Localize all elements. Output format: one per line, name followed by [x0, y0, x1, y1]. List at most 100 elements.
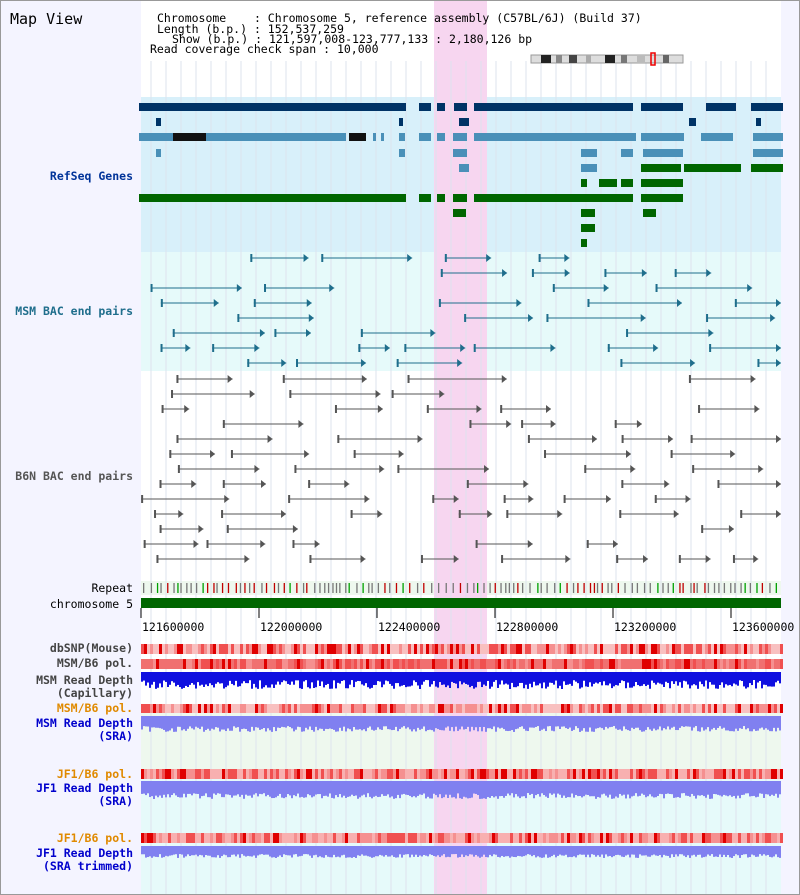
msm-pol2-heat — [420, 704, 423, 713]
gene-exon — [581, 164, 597, 172]
jf1-pol-heat — [396, 769, 399, 779]
b6n-bac-pair-end — [484, 465, 490, 473]
msm-bac-pair-end — [303, 254, 309, 262]
jf1-depth-trim-bar — [591, 846, 593, 855]
msm-depth-cap-bar — [283, 672, 285, 681]
jf1-depth-sra-bar — [401, 781, 403, 795]
jf1-depth-trim-bar — [679, 846, 681, 855]
jf1-depth-sra-bar — [175, 781, 177, 796]
jf1-pol2-heat — [423, 833, 426, 843]
msm-pol2-heat — [198, 704, 201, 713]
msm-depth-sra-bar — [661, 716, 663, 731]
dbsnp-heat — [423, 644, 426, 654]
msm-pol-heat — [534, 659, 537, 669]
msm-pol2-heat — [252, 704, 255, 713]
dbsnp-heat — [534, 644, 537, 654]
gene-exon — [373, 133, 376, 141]
msm-depth-cap-bar — [363, 672, 365, 686]
jf1-pol2-heat — [147, 833, 150, 843]
repeat-mark — [253, 583, 255, 593]
jf1-pol2-heat — [303, 833, 306, 843]
jf1-depth-trim-bar — [509, 846, 511, 858]
jf1-pol2-heat — [396, 833, 399, 843]
msm-depth-cap-bar — [771, 672, 773, 687]
jf1-depth-trim-bar — [529, 846, 531, 855]
jf1-pol2-heat — [552, 833, 555, 843]
repeat-mark — [769, 583, 771, 593]
msm-depth-sra-bar — [259, 716, 261, 730]
track-label-refseq[interactable]: RefSeq Genes — [49, 169, 133, 183]
jf1-pol2-heat — [264, 833, 267, 843]
msm-depth-cap-bar — [365, 672, 367, 684]
track-label-jf1-depth-sra-2: (SRA) — [98, 794, 133, 808]
msm-depth-sra-bar — [149, 716, 151, 732]
jf1-depth-trim-bar — [155, 846, 157, 857]
repeat-mark — [761, 583, 764, 593]
gene-exon — [621, 179, 633, 187]
msm-depth-sra-bar — [747, 716, 749, 729]
jf1-depth-trim-bar — [473, 846, 475, 857]
dbsnp-heat — [366, 644, 369, 654]
msm-pol-heat — [588, 659, 591, 669]
msm-pol-heat — [543, 659, 546, 669]
jf1-depth-sra-bar — [365, 781, 367, 798]
jf1-pol2-heat — [399, 833, 402, 843]
jf1-depth-sra-bar — [719, 781, 721, 796]
msm-depth-cap-bar — [613, 672, 615, 687]
msm-pol-heat — [399, 659, 402, 669]
msm-pol-heat — [216, 659, 219, 669]
jf1-pol2-heat — [639, 833, 642, 843]
msm-pol2-heat — [537, 704, 540, 713]
dbsnp-heat — [486, 644, 489, 654]
msm-pol-heat — [672, 659, 675, 669]
jf1-depth-sra-bar — [669, 781, 671, 795]
track-label-msm-bac[interactable]: MSM BAC end pairs — [15, 304, 133, 318]
repeat-mark — [156, 583, 159, 593]
jf1-depth-trim-bar — [427, 846, 429, 857]
msm-depth-cap-bar — [531, 672, 533, 688]
msm-pol2-heat — [282, 704, 285, 713]
msm-depth-cap-bar — [587, 672, 589, 687]
msm-depth-sra-bar — [605, 716, 607, 727]
dbsnp-heat — [453, 644, 456, 654]
msm-pol2-heat — [228, 704, 231, 713]
jf1-depth-sra-bar — [421, 781, 423, 795]
msm-bac-pair-end — [259, 329, 265, 337]
track-label-b6n-bac[interactable]: B6N BAC end pairs — [15, 469, 133, 483]
jf1-depth-sra-bar — [751, 781, 753, 797]
b6n-bac-pair-end — [753, 555, 759, 563]
jf1-depth-sra-bar — [511, 781, 513, 794]
msm-bac-pair-end — [464, 314, 467, 322]
msm-depth-sra-bar — [569, 716, 571, 728]
dbsnp-heat — [378, 644, 381, 654]
jf1-pol2-heat — [477, 833, 480, 843]
msm-depth-cap-bar — [629, 672, 631, 688]
jf1-depth-sra-bar — [163, 781, 165, 795]
jf1-depth-sra-bar — [477, 781, 479, 796]
msm-pol-heat — [237, 659, 240, 669]
jf1-pol2-heat — [624, 833, 627, 843]
msm-depth-cap-bar — [569, 672, 571, 684]
gene-exon — [581, 239, 587, 247]
jf1-pol2-heat — [744, 833, 747, 843]
jf1-depth-trim-bar — [263, 846, 265, 855]
msm-pol2-heat — [393, 704, 396, 713]
msm-depth-sra-bar — [729, 716, 731, 732]
msm-pol-heat — [750, 659, 753, 669]
msm-depth-sra-bar — [225, 716, 227, 732]
msm-pol2-heat — [591, 704, 594, 713]
jf1-depth-sra-bar — [281, 781, 283, 798]
repeat-mark — [296, 583, 298, 593]
msm-depth-cap-bar — [199, 672, 201, 686]
jf1-pol2-heat — [393, 833, 396, 843]
jf1-depth-sra-bar — [645, 781, 647, 798]
msm-pol2-heat — [696, 704, 699, 713]
msm-pol2-heat — [528, 704, 531, 713]
msm-pol2-heat — [582, 704, 585, 713]
jf1-depth-trim-bar — [571, 846, 573, 858]
jf1-pol2-heat — [249, 833, 252, 843]
jf1-depth-sra-bar — [407, 781, 409, 796]
msm-pol2-heat — [351, 704, 354, 713]
msm-depth-cap-bar — [259, 672, 261, 681]
